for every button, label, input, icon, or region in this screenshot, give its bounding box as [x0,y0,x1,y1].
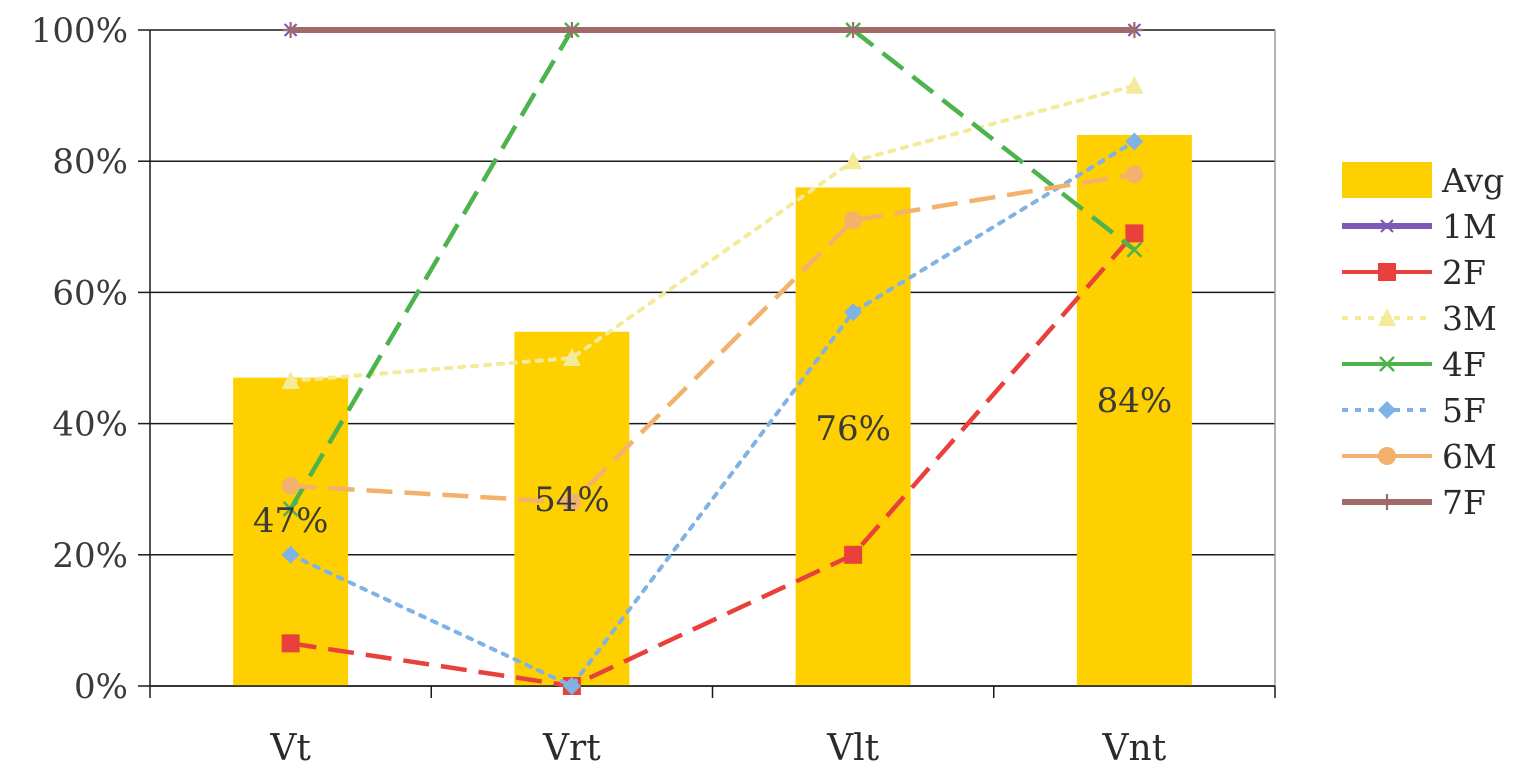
legend-label-1m: 1M [1442,207,1497,246]
point-7f-vrt [563,22,580,38]
y-tick-label: 40% [52,405,128,445]
data-labels: 47% 54% 76% 84% [253,381,1172,541]
point-2f-vnt [1125,224,1144,243]
point-7f-vlt [845,22,862,38]
series-line-6m [290,172,1135,505]
x-tick-label: Vt [269,728,311,768]
point-3m-vlt [844,151,863,170]
data-label-vt: 47% [253,501,329,541]
legend-marker-5f [1378,401,1396,419]
point-2f-vt [281,634,300,653]
x-tick-label: Vlt [826,728,880,768]
legend-marker-2f [1378,263,1396,281]
legend-label-2f: 2F [1442,253,1486,292]
data-label-vlt: 76% [815,409,891,449]
legend-swatch-avg [1342,162,1432,198]
point-7f-vt [282,22,299,38]
legend-label-3m: 3M [1442,299,1497,338]
point-5f-vt [281,545,300,564]
y-tick-label: 20% [52,536,128,576]
legend-marker-7f [1379,494,1395,510]
data-label-vrt: 54% [534,480,610,520]
legend-label-4f: 4F [1442,345,1486,384]
point-3m-vt [281,370,300,389]
point-7f-vnt [1126,22,1143,38]
point-6m-vrt [562,493,581,512]
y-tick-label: 100% [31,11,128,51]
axes: 0% 20% 40% 60% 80% 100% Vt Vrt Vlt Vnt [31,11,1276,768]
series-line-3m [288,83,1137,383]
point-5f-vnt [1125,132,1144,151]
point-6m-vlt [844,211,863,230]
legend: Avg 1M 2F 3M 4F 5F 6M 7F [1342,161,1504,522]
point-3m-vnt [1125,75,1144,94]
point-4f-vt [282,500,299,517]
legend-label-5f: 5F [1442,391,1486,430]
point-6m-vt [281,476,300,495]
point-6m-vnt [1125,165,1144,184]
legend-marker-6m [1378,447,1396,465]
point-4f-vnt [1126,241,1143,258]
legend-marker-4f [1379,356,1395,372]
y-tick-label: 80% [52,142,128,182]
series-line-4f [288,27,1136,511]
y-tick-label: 0% [74,667,128,707]
data-label-vnt: 84% [1097,381,1173,421]
bar-vlt [795,187,911,686]
legend-label-avg: Avg [1441,161,1504,200]
x-tick-label: Vnt [1102,728,1167,768]
x-tick-label: Vrt [542,728,601,768]
series-line-5f [288,139,1137,689]
legend-label-7f: 7F [1442,483,1486,522]
series-lines [281,22,1144,695]
point-3m-vrt [562,348,581,366]
point-5f-vrt [562,677,581,695]
legend-label-6m: 6M [1442,437,1497,476]
point-5f-vlt [844,303,863,322]
legend-marker-1m [1379,219,1395,233]
bars [233,134,1192,686]
y-tick-label: 60% [52,273,128,313]
series-line-2f [290,231,1137,689]
legend-marker-3m [1378,308,1396,326]
point-2f-vlt [844,545,863,564]
